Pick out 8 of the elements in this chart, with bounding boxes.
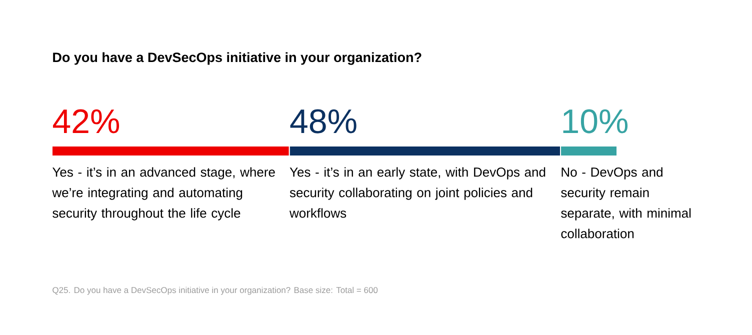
- data-label: 48%: [290, 109, 356, 134]
- series-label: Yes - it’s in an advanced stage, where we’re integrating and automating security throughout the life cycle: [52, 167, 275, 220]
- data-label: 10%: [563, 109, 628, 134]
- series-label: Yes - it’s in an early state, with DevOps and security collaborating on joint policies and workflows: [289, 167, 546, 218]
- text: Q25. Do you have a DevSecOps initiative in your organization? Base size: Total = 600: [52, 286, 378, 295]
- chart-title: Do you have a DevSecOps initiative in your organization?: [53, 52, 422, 65]
- series-label: No - DevOps and security remain separate, with minimal collaboration: [561, 167, 691, 238]
- data-label: 42%: [52, 109, 120, 134]
